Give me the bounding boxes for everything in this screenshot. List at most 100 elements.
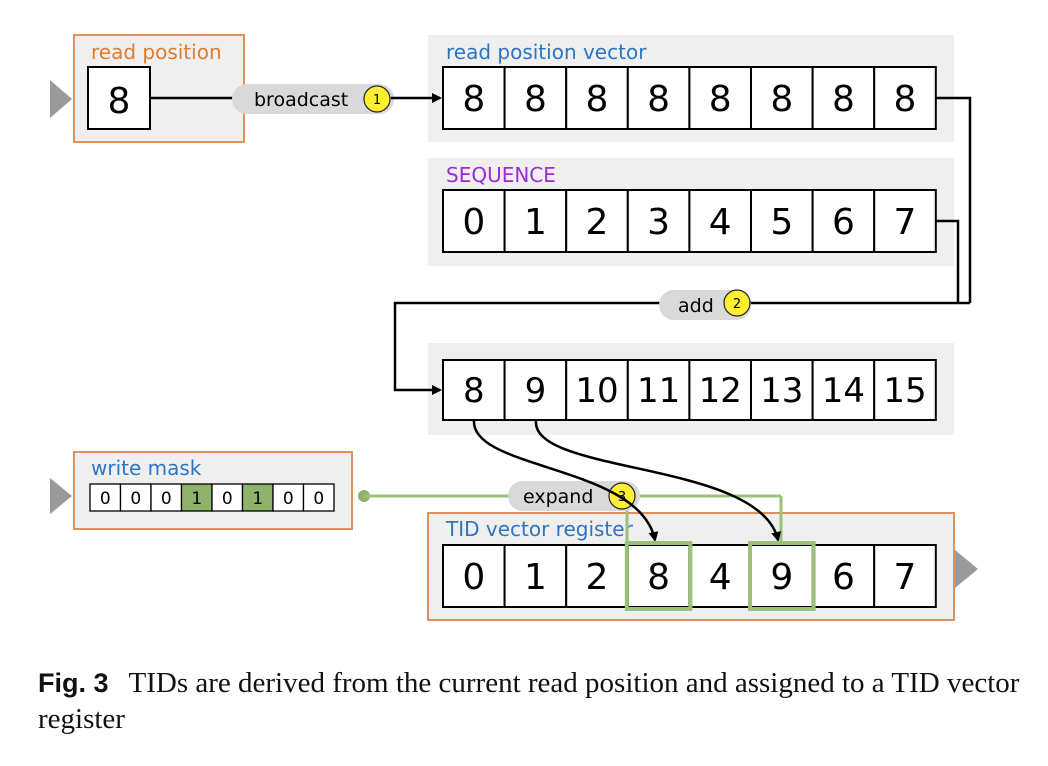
sequence-value: 4 xyxy=(709,202,732,243)
write-mask-bit-value: 0 xyxy=(283,489,294,509)
sum-vector-cells: 8 9 10 11 12 13 14 15 xyxy=(442,359,937,421)
sequence-value: 1 xyxy=(524,202,547,243)
read-position-label: read position xyxy=(91,40,222,64)
read-position-vector-cell xyxy=(811,66,876,130)
sequence-cell xyxy=(873,189,937,253)
input-arrow-icon xyxy=(50,80,72,118)
tid-register-value: 4 xyxy=(709,557,732,598)
tid-register-highlight xyxy=(748,541,816,611)
sequence-cell xyxy=(688,189,753,253)
read-position-vector-value: 8 xyxy=(832,79,855,120)
sequence-value: 0 xyxy=(462,202,485,243)
sum-vector-value: 14 xyxy=(822,371,865,411)
write-mask-bit xyxy=(119,483,152,512)
sequence-cell xyxy=(565,189,629,253)
write-mask-label: write mask xyxy=(91,456,202,480)
read-position-vector-value: 8 xyxy=(770,79,793,120)
tid-register-value: 1 xyxy=(524,557,547,598)
broadcast-badge-number: 1 xyxy=(373,93,381,108)
read-position-vector-value: 8 xyxy=(586,79,609,120)
sum-vector-cell xyxy=(811,359,876,421)
read-position-vector-value: 8 xyxy=(647,79,670,120)
tid-register-cell xyxy=(626,544,691,608)
expand-arrow-8 xyxy=(472,419,659,542)
tid-register-value: 6 xyxy=(832,557,855,598)
sequence-value: 5 xyxy=(770,202,793,243)
sum-vector-cell xyxy=(688,359,753,421)
tid-register-label: TID vector register xyxy=(445,517,634,541)
rpv-connector xyxy=(936,96,972,303)
broadcast-badge xyxy=(363,85,391,113)
add-badge xyxy=(723,289,751,317)
tid-register-value: 9 xyxy=(770,557,793,598)
output-arrow-icon xyxy=(955,550,978,588)
write-mask-bit-value: 0 xyxy=(130,489,141,509)
read-position-vector-cell xyxy=(873,66,937,130)
read-position-vector-cell xyxy=(565,66,629,130)
sum-vector-cell xyxy=(442,359,506,421)
sequence-cell xyxy=(626,189,691,253)
broadcast-pill xyxy=(232,84,394,114)
tid-register-value: 2 xyxy=(586,557,609,598)
write-mask-bit xyxy=(211,483,244,512)
write-mask-bit-value: 0 xyxy=(222,489,233,509)
tid-register-value: 8 xyxy=(647,557,670,598)
tid-register-cell xyxy=(811,544,876,608)
read-position-vector-value: 8 xyxy=(462,79,485,120)
tid-register-value: 0 xyxy=(462,557,485,598)
sum-vector-value: 11 xyxy=(637,371,680,411)
write-mask-bit-value: 1 xyxy=(252,489,263,509)
sum-vector-cell xyxy=(750,359,814,421)
read-position-vector-value: 8 xyxy=(894,79,917,120)
tid-register-value: 7 xyxy=(894,557,917,598)
add-badge-number: 2 xyxy=(733,297,741,312)
read-position-vector-value: 8 xyxy=(709,79,732,120)
write-mask-bit-value: 1 xyxy=(191,489,202,509)
read-position-vector-cell xyxy=(442,66,506,130)
sum-vector-cell xyxy=(503,359,568,421)
read-position-value: 8 xyxy=(108,81,131,122)
tid-register-cell xyxy=(873,544,937,608)
sequence-value: 3 xyxy=(647,202,670,243)
sum-vector-value: 15 xyxy=(883,371,926,411)
read-position-vector-value: 8 xyxy=(524,79,547,120)
tid-register-cell xyxy=(565,544,629,608)
sum-vector-value: 9 xyxy=(525,371,547,411)
sequence-cell xyxy=(442,189,506,253)
caption-text: TIDs are derived from the current read p… xyxy=(38,667,1020,735)
sequence-value: 7 xyxy=(894,202,917,243)
sequence-value: 6 xyxy=(832,202,855,243)
tid-register-cell xyxy=(503,544,568,608)
tid-register-highlight xyxy=(624,541,693,611)
sum-vector-cell xyxy=(873,359,937,421)
write-mask-bit-value: 0 xyxy=(100,489,111,509)
tid-register-cell xyxy=(688,544,753,608)
write-mask-bit xyxy=(241,483,274,512)
write-mask-bit xyxy=(180,483,213,512)
sum-vector-cell xyxy=(565,359,629,421)
read-position-vector-cell xyxy=(750,66,814,130)
sequence-value: 2 xyxy=(586,202,609,243)
expand-arrow-9 xyxy=(534,419,782,542)
sum-vector-value: 12 xyxy=(699,371,742,411)
sequence-cell xyxy=(750,189,814,253)
sum-vector-value: 8 xyxy=(463,371,485,411)
write-mask-bit xyxy=(302,483,335,512)
read-position-vector-cell xyxy=(688,66,753,130)
sequence-label: SEQUENCE xyxy=(446,163,556,187)
sum-vector-value: 13 xyxy=(760,371,803,411)
read-position-vector-label: read position vector xyxy=(446,40,647,64)
write-mask-bit-value: 0 xyxy=(161,489,172,509)
figure-number: Fig. 3 xyxy=(38,668,109,698)
read-position-cell xyxy=(87,66,151,130)
expand-label: expand xyxy=(523,486,593,508)
figure-caption: Fig. 3 TIDs are derived from the current … xyxy=(38,665,1028,737)
mask-input-arrow-icon xyxy=(50,478,72,514)
sum-vector-value: 10 xyxy=(575,371,618,411)
read-position-vector-cell xyxy=(503,66,568,130)
